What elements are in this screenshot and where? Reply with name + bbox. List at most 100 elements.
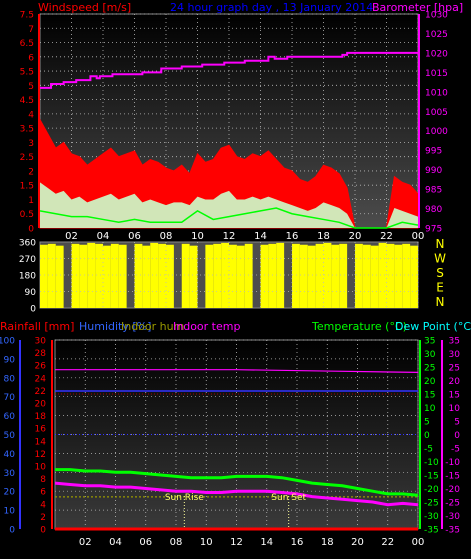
rainfall-tick: 18 xyxy=(35,412,47,422)
humidity-tick: 90 xyxy=(4,355,16,365)
p1-x-tick: 00 xyxy=(412,231,425,242)
temp-hum-axes: 02 04 06 08 10 12 14 16 18 20 22 000102030405060708… xyxy=(0,337,460,549)
p3-x-tick: 08 xyxy=(170,537,183,548)
humidity-tick: 70 xyxy=(4,393,16,403)
p1-left-tick: 6.5 xyxy=(20,39,34,49)
wind-direction-bar xyxy=(331,244,340,308)
graph-title: 24 hour graph day , 13 January 2014 xyxy=(170,1,373,14)
wind-direction-bar xyxy=(362,244,371,308)
wind-direction-bar xyxy=(142,245,151,308)
dew-point-tick: -35 xyxy=(445,526,460,536)
humidity-tick: 60 xyxy=(4,412,16,422)
wind-direction-bar xyxy=(229,244,237,308)
indoor-temp-line xyxy=(55,369,419,373)
temperature-tick: 15 xyxy=(424,391,435,401)
p1-x-tick: 08 xyxy=(160,231,173,242)
temperature-tick: 35 xyxy=(424,337,435,347)
rainfall-tick: 4 xyxy=(40,500,46,510)
wind-direction-bar xyxy=(315,243,324,308)
p1-right-tick: 980 xyxy=(425,205,442,215)
p2-y-tick: 0 xyxy=(30,305,36,315)
p3-x-tick: 10 xyxy=(200,537,213,548)
p1-x-tick: 14 xyxy=(254,231,267,242)
p1-x-tick: 18 xyxy=(317,231,330,242)
p1-x-tick: 04 xyxy=(97,231,110,242)
temperature-tick: 10 xyxy=(424,404,436,414)
p1-left-tick: 6 xyxy=(28,53,34,63)
wind-direction-bar xyxy=(378,242,387,308)
p1-left-tick: 4.5 xyxy=(20,96,34,106)
rainfall-tick: 6 xyxy=(40,488,46,498)
p1-left-tick: 5 xyxy=(28,82,34,92)
compass-letter: S xyxy=(436,266,444,280)
humidity-tick: 80 xyxy=(4,374,16,384)
wind-direction-bar xyxy=(213,243,222,308)
p3-x-tick: 00 xyxy=(412,537,425,548)
dew-point-tick: -10 xyxy=(445,458,460,468)
rainfall-tick: 24 xyxy=(35,374,47,384)
p1-left-tick: 7 xyxy=(28,25,34,35)
temperature-tick: -15 xyxy=(424,472,439,482)
p3-x-tick: 16 xyxy=(291,537,304,548)
wind-direction-bar xyxy=(87,242,96,308)
wind-direction-bar xyxy=(189,245,198,308)
rainfall-tick: 10 xyxy=(35,463,47,473)
wind-direction-bar xyxy=(292,243,300,308)
temperature-tick: -10 xyxy=(424,458,439,468)
p1-left-tick: 2.5 xyxy=(20,153,34,163)
wind-direction-bar xyxy=(323,242,332,308)
wind-direction-bar xyxy=(166,244,174,308)
wind-direction-bar xyxy=(236,245,245,308)
legend-rainfall: Rainfall [mm] xyxy=(0,320,74,333)
p1-left-tick: 2 xyxy=(28,167,34,177)
wind-direction-bar xyxy=(118,244,127,308)
wind-baro-series xyxy=(39,51,419,229)
dew-point-tick: 15 xyxy=(449,391,460,401)
p1-x-tick: 16 xyxy=(286,231,299,242)
dew-point-line xyxy=(54,481,419,507)
sunset-label: Sun Set xyxy=(271,493,306,503)
wind-direction-bar xyxy=(205,244,214,308)
rainfall-tick: 8 xyxy=(40,475,46,485)
legend-indoor-hum: Indoor hum xyxy=(121,320,184,333)
p1-right-tick: 1015 xyxy=(425,69,448,79)
rainfall-tick: 22 xyxy=(35,387,46,397)
p1-left-tick: 4 xyxy=(28,110,34,120)
sun-annotations: Sun Rise Sun Set xyxy=(165,493,307,529)
dew-point-tick: -30 xyxy=(445,512,460,522)
p3-x-tick: 22 xyxy=(381,537,394,548)
p1-x-tick: 10 xyxy=(191,231,204,242)
p3-x-tick: 14 xyxy=(260,537,273,548)
humidity-tick: 30 xyxy=(4,469,16,479)
wind-direction-grid xyxy=(40,242,419,308)
temperature-tick: -35 xyxy=(424,526,439,536)
rainfall-tick: 2 xyxy=(40,513,46,523)
humidity-tick: 10 xyxy=(4,507,16,517)
rainfall-tick: 30 xyxy=(35,337,47,347)
p1-right-tick: 975 xyxy=(425,225,442,235)
p1-right-tick: 1025 xyxy=(425,30,448,40)
windspeed-axis-label: Windspeed [m/s] xyxy=(38,1,131,14)
wind-direction-bar xyxy=(95,243,103,308)
p1-right-tick: 1030 xyxy=(425,11,448,21)
avg-wind-line xyxy=(39,207,419,229)
p2-y-tick: 180 xyxy=(19,272,36,282)
wind-speed-area xyxy=(40,182,418,228)
wind-direction-bar xyxy=(386,243,395,308)
dew-point-tick: 20 xyxy=(449,377,461,387)
legend-dew-point: Dew Point (°C) xyxy=(395,320,471,333)
wind-direction-bar xyxy=(355,243,363,308)
p3-x-tick: 04 xyxy=(109,537,122,548)
wind-direction-bar xyxy=(244,243,253,308)
legend-temperature: Temperature (°C) xyxy=(311,320,407,333)
wind-direction-series xyxy=(40,242,418,308)
p1-right-tick: 1000 xyxy=(425,127,448,137)
temperature-tick: 5 xyxy=(424,418,430,428)
dew-point-tick: 30 xyxy=(449,350,461,360)
wind-direction-bar xyxy=(134,243,143,308)
dew-point-tick: 35 xyxy=(449,337,460,347)
wind-direction-bar xyxy=(79,244,88,308)
rainfall-tick: 14 xyxy=(35,437,47,447)
wind-direction-bar xyxy=(158,243,166,308)
